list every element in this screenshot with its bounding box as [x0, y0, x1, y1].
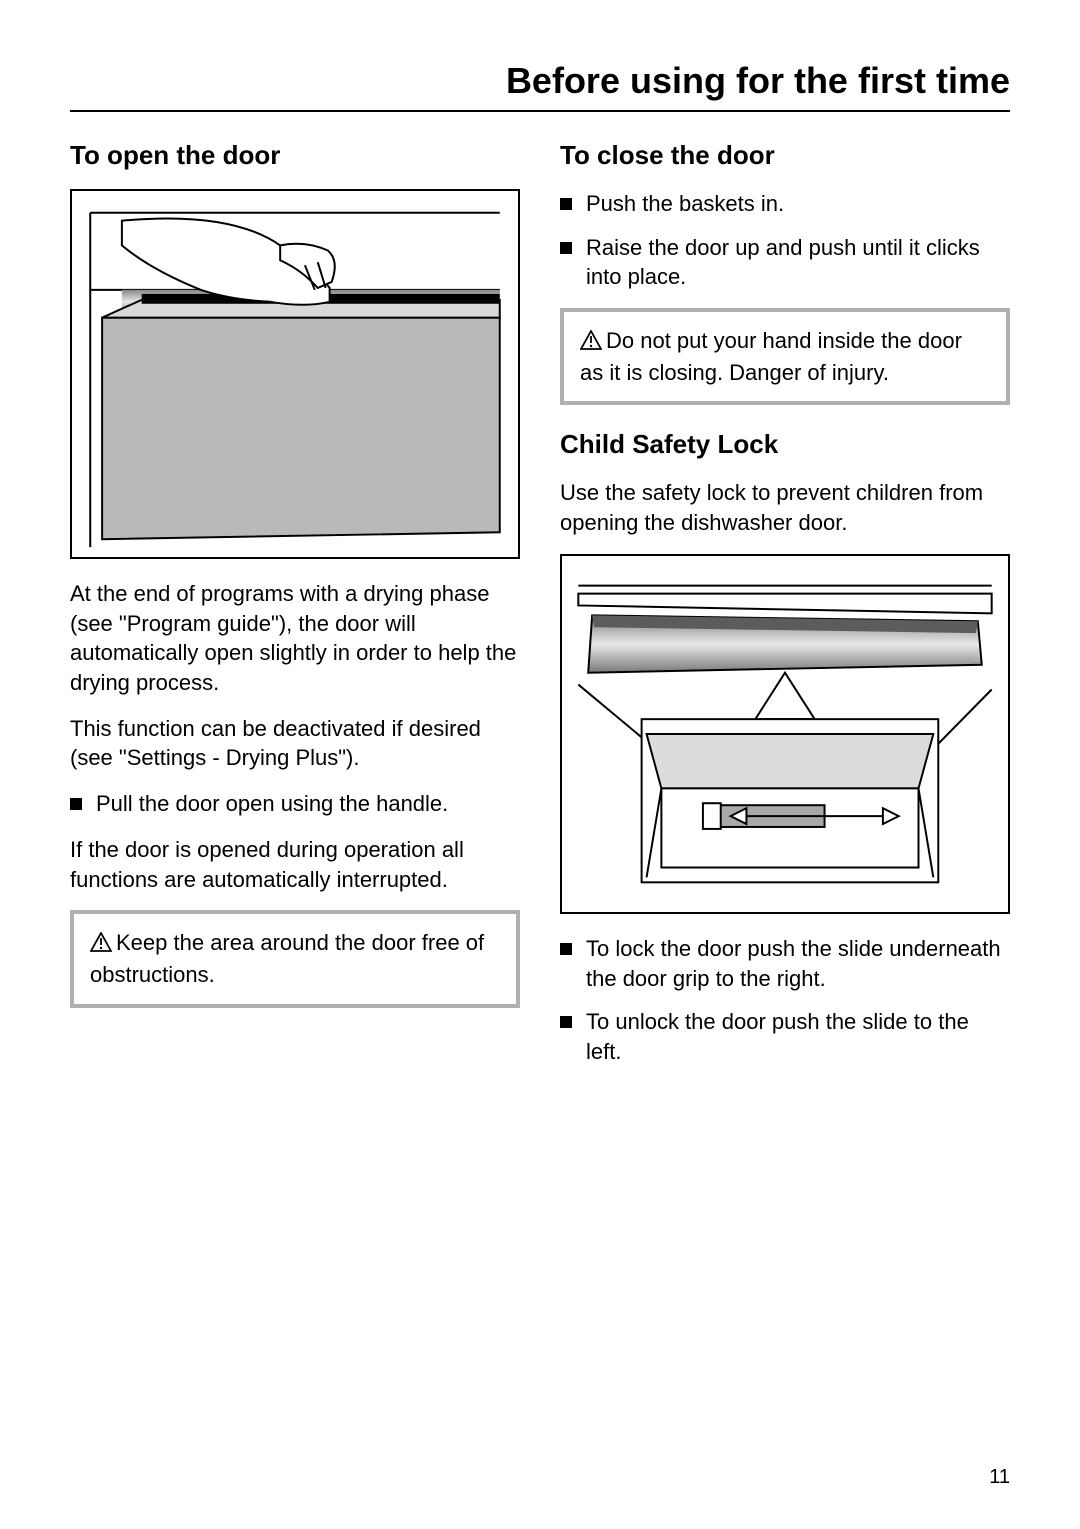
close-door-warning: Do not put your hand inside the door as …: [560, 308, 1010, 405]
child-lock-heading: Child Safety Lock: [560, 429, 1010, 460]
left-column: To open the door: [70, 140, 520, 1083]
open-door-para2: This function can be deactivated if desi…: [70, 714, 520, 773]
warning-icon: [90, 930, 112, 960]
page-title: Before using for the first time: [70, 60, 1010, 112]
open-door-warning: Keep the area around the door free of ob…: [70, 910, 520, 1007]
right-column: To close the door Push the baskets in. R…: [560, 140, 1010, 1083]
close-door-steps: Push the baskets in. Raise the door up a…: [560, 189, 1010, 292]
open-door-heading: To open the door: [70, 140, 520, 171]
child-lock-illustration: [562, 556, 1008, 912]
close-door-heading: To close the door: [560, 140, 1010, 171]
open-door-illustration: [72, 191, 518, 557]
open-door-step1: Pull the door open using the handle.: [70, 789, 520, 819]
child-lock-steps: To lock the door push the slide undernea…: [560, 934, 1010, 1067]
warning-icon: [580, 328, 602, 358]
page-number: 11: [989, 1466, 1010, 1489]
open-door-para1: At the end of programs with a drying pha…: [70, 579, 520, 698]
child-lock-step2: To unlock the door push the slide to the…: [560, 1007, 1010, 1066]
open-door-warning-text: Keep the area around the door free of ob…: [90, 930, 484, 987]
open-door-para3: If the door is opened during operation a…: [70, 835, 520, 894]
child-lock-step1: To lock the door push the slide undernea…: [560, 934, 1010, 993]
two-column-layout: To open the door: [70, 140, 1010, 1083]
close-door-step1: Push the baskets in.: [560, 189, 1010, 219]
child-lock-intro: Use the safety lock to prevent children …: [560, 478, 1010, 537]
close-door-warning-text: Do not put your hand inside the door as …: [580, 328, 962, 385]
manual-page: Before using for the first time To open …: [0, 0, 1080, 1529]
open-door-figure: [70, 189, 520, 559]
child-lock-figure: [560, 554, 1010, 914]
close-door-step2: Raise the door up and push until it clic…: [560, 233, 1010, 292]
open-door-steps: Pull the door open using the handle.: [70, 789, 520, 819]
